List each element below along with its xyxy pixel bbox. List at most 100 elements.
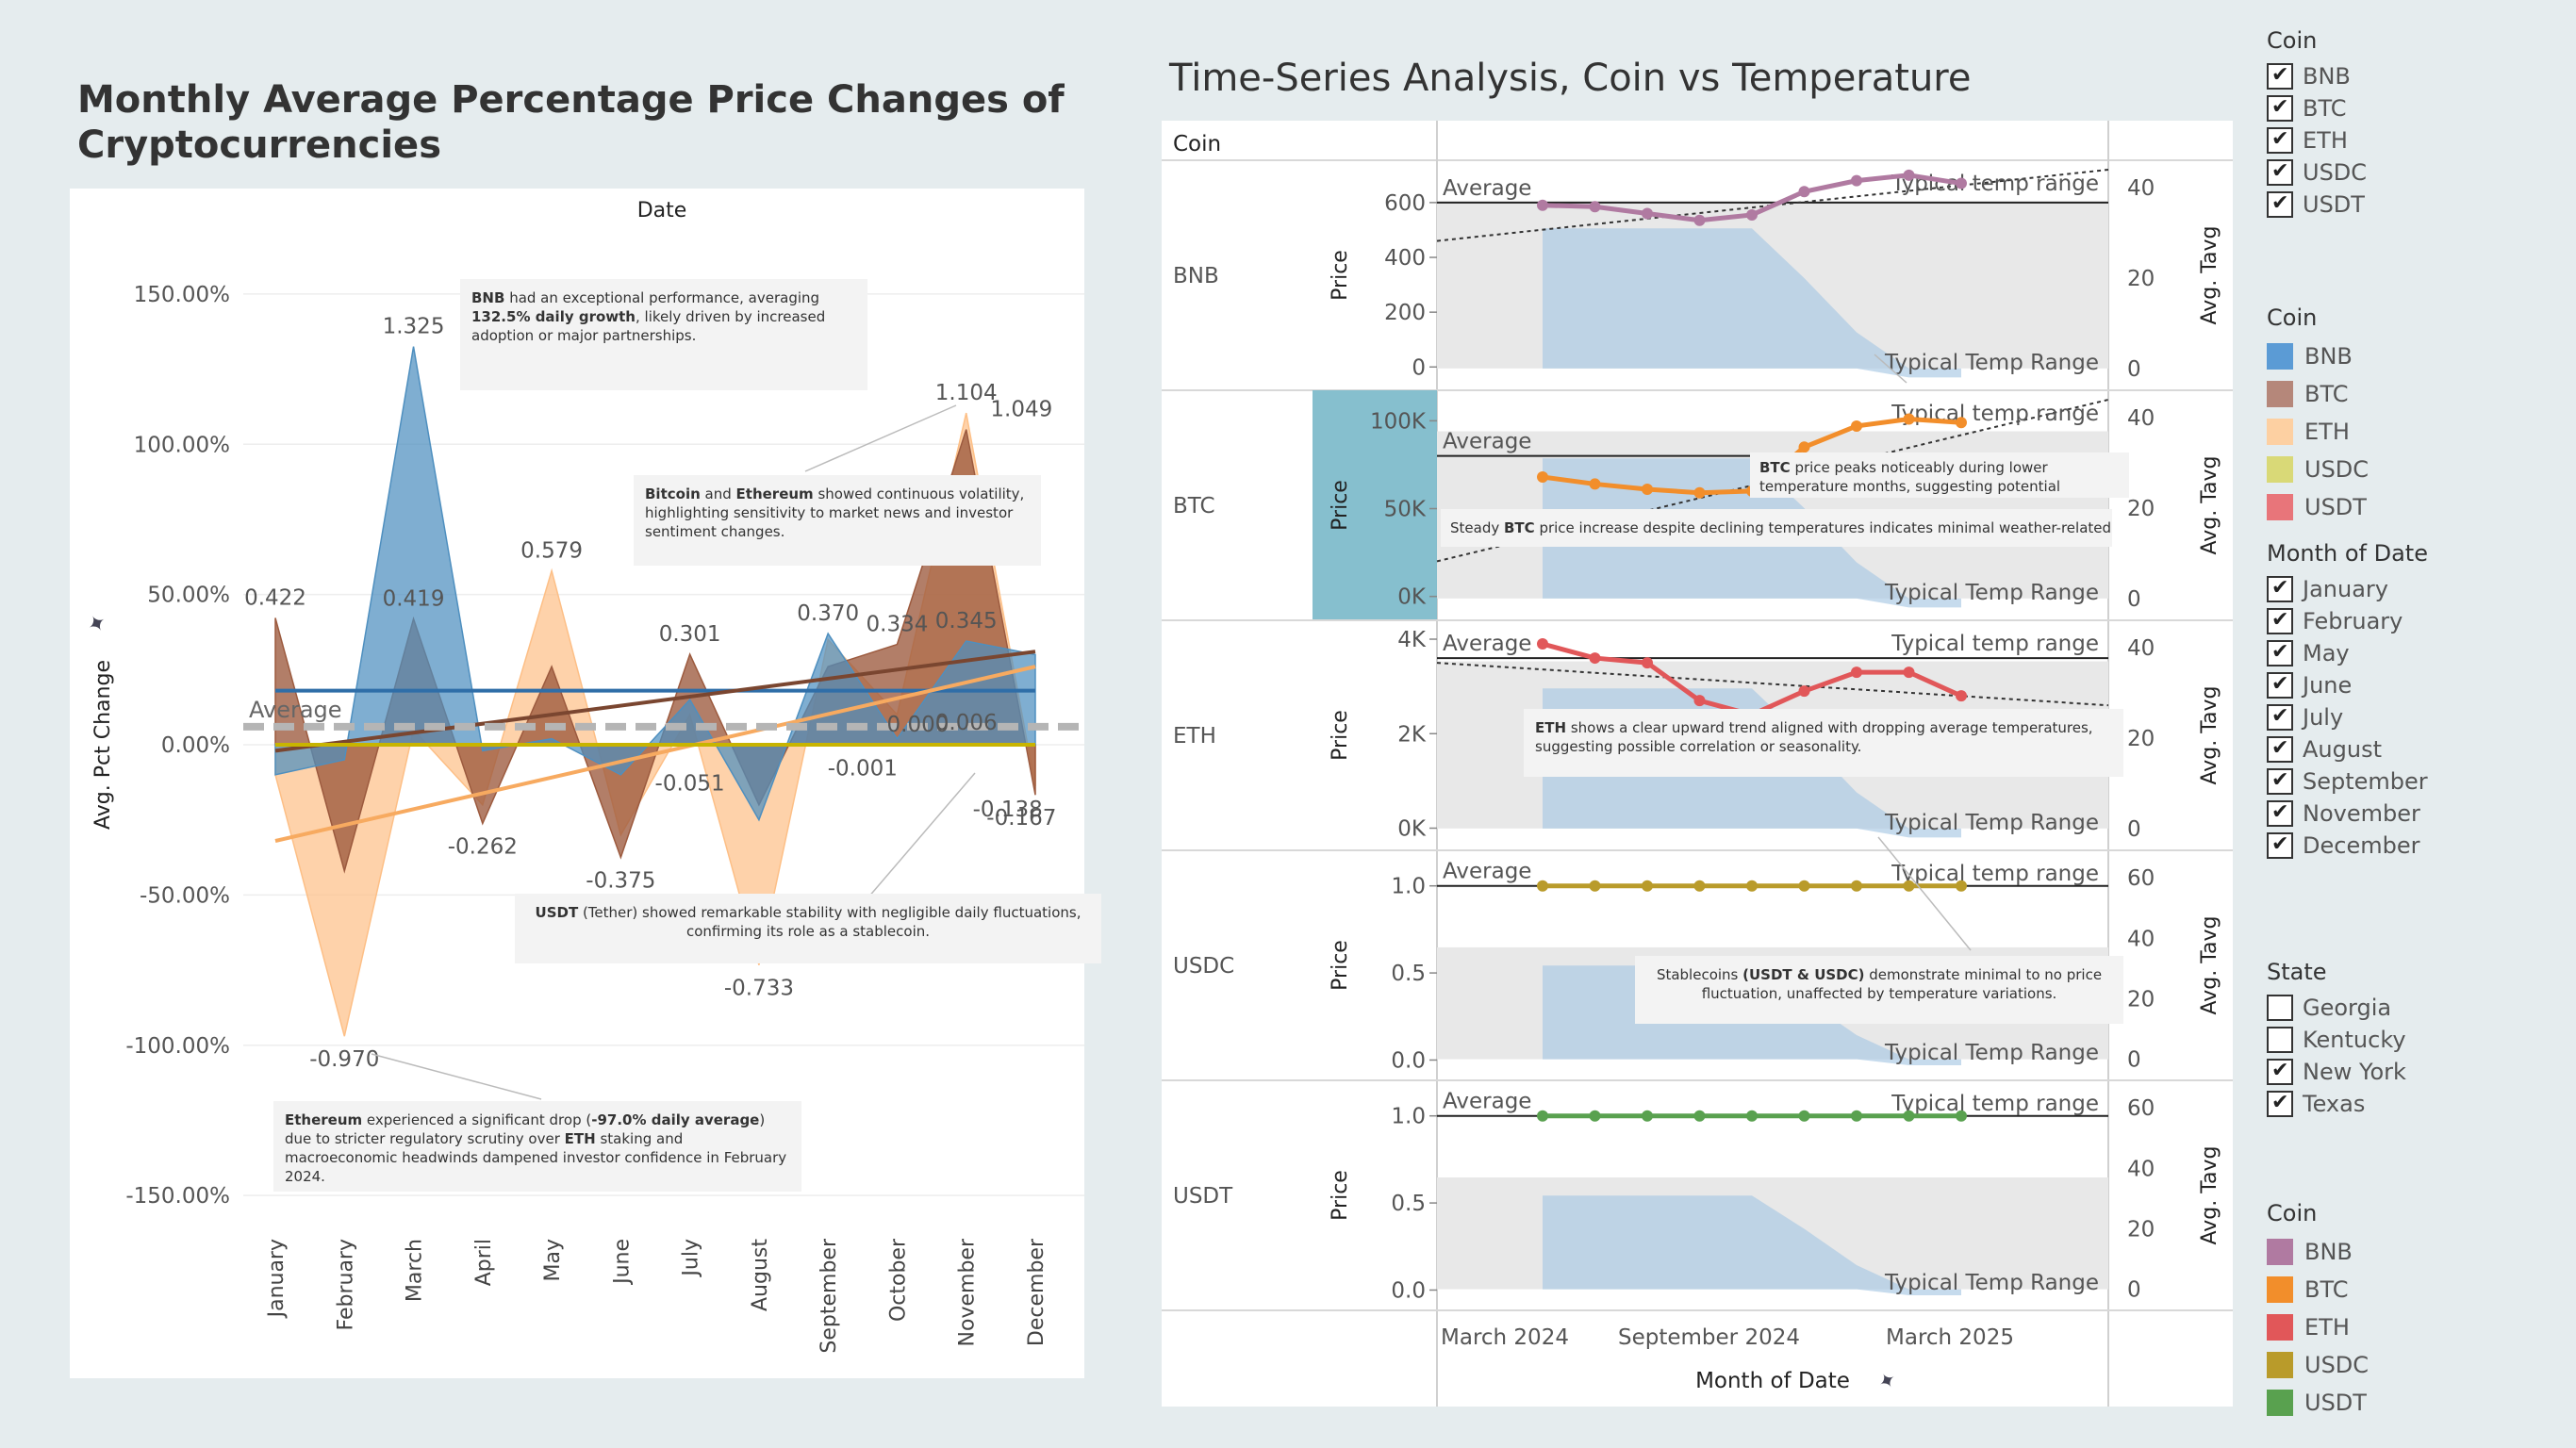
y-tick-label: 0.00% — [161, 733, 230, 758]
legend-label: USDT — [2303, 191, 2365, 218]
y-right-tick-label: 60 — [2127, 866, 2155, 891]
state-filter-item[interactable]: Kentucky — [2267, 1024, 2406, 1056]
coin-color-item[interactable]: BTC — [2267, 1271, 2369, 1308]
state-filter-item[interactable]: New York — [2267, 1056, 2406, 1088]
y-tick-label: 4K — [1397, 628, 1427, 652]
annotation-stable: Stablecoins (USDT & USDC) demonstrate mi… — [1635, 956, 2123, 1024]
y-axis-title: Price — [1329, 710, 1352, 761]
legend-label: December — [2303, 832, 2420, 859]
data-label: 0.301 — [659, 622, 721, 647]
coin-color-item[interactable]: USDT — [2267, 488, 2369, 526]
x-tick-label: September 2024 — [1618, 1325, 1800, 1350]
checkbox[interactable] — [2267, 1059, 2293, 1085]
checkbox[interactable] — [2267, 63, 2293, 90]
price-point — [1537, 470, 1548, 483]
coin-color-item[interactable]: USDC — [2267, 1346, 2369, 1384]
y-tick-label: 1.0 — [1391, 875, 1426, 899]
y-axis-title: Price — [1329, 250, 1352, 301]
x-tick-label: July — [680, 1239, 703, 1278]
coin-filter-item[interactable]: USDT — [2267, 189, 2367, 221]
row-label: USDC — [1173, 954, 1234, 979]
price-point — [1589, 478, 1601, 490]
coin-filter-item[interactable]: BTC — [2267, 92, 2367, 124]
y-tick-label: 100K — [1370, 409, 1427, 434]
price-point — [1851, 666, 1862, 679]
month-filter-item[interactable]: August — [2267, 733, 2428, 765]
checkbox[interactable] — [2267, 672, 2293, 699]
checkbox[interactable] — [2267, 800, 2293, 827]
checkbox[interactable] — [2267, 127, 2293, 154]
y-axis-title: Price — [1329, 480, 1352, 531]
area-bnb — [274, 346, 1036, 822]
checkbox[interactable] — [2267, 159, 2293, 186]
legend-label: BNB — [2304, 1239, 2353, 1265]
timeseries-chart-panel: Coin BNB Price Avg. Tavg Average Typical temp… — [1162, 121, 2233, 1407]
color-swatch — [2267, 1314, 2293, 1341]
month-filter-item[interactable]: June — [2267, 669, 2428, 701]
coin-color-item[interactable]: BTC — [2267, 375, 2369, 413]
month-filter-item[interactable]: July — [2267, 701, 2428, 733]
data-label: 0.345 — [935, 609, 998, 634]
y-tick-label: 400 — [1384, 246, 1426, 271]
annotation-btc-eth: Bitcoin and Ethereum showed continuous v… — [634, 475, 1041, 566]
month-filter-item[interactable]: December — [2267, 830, 2428, 862]
coin-filter-item[interactable]: ETH — [2267, 124, 2367, 156]
coin-color-item[interactable]: USDT — [2267, 1384, 2369, 1422]
y-right-tick-label: 20 — [2127, 267, 2155, 291]
coin-color-item[interactable]: BNB — [2267, 337, 2369, 375]
checkbox[interactable] — [2267, 576, 2293, 602]
trend-label: Typical temp range — [1891, 1092, 2099, 1116]
y-tick-label: 2K — [1397, 722, 1427, 747]
checkbox[interactable] — [2267, 768, 2293, 795]
checkbox[interactable] — [2267, 191, 2293, 218]
coin-filter-legend: Coin BNB BTC ETH USDC USDT — [2267, 26, 2367, 221]
checkbox[interactable] — [2267, 1027, 2293, 1053]
data-label: 0.000 — [887, 713, 949, 737]
month-filter-item[interactable]: January — [2267, 573, 2428, 605]
checkbox[interactable] — [2267, 995, 2293, 1021]
checkbox[interactable] — [2267, 1091, 2293, 1117]
legend-title: State — [2267, 959, 2327, 985]
coin-filter-item[interactable]: BNB — [2267, 60, 2367, 92]
y-right-tick-label: 40 — [2127, 176, 2155, 201]
month-filter-item[interactable]: May — [2267, 637, 2428, 669]
data-label: 0.006 — [935, 711, 998, 735]
y-right-tick-label: 60 — [2127, 1096, 2155, 1121]
coin-color-legend: Coin BNB BTC ETH USDC USDT — [2267, 304, 2369, 526]
coin-color-item[interactable]: USDC — [2267, 451, 2369, 488]
month-filter-item[interactable]: September — [2267, 765, 2428, 798]
color-swatch — [2267, 1352, 2293, 1378]
price-point — [1798, 1110, 1810, 1122]
color-swatch — [2267, 456, 2293, 483]
checkbox[interactable] — [2267, 832, 2293, 859]
coin-color-item[interactable]: ETH — [2267, 1308, 2369, 1346]
x-tick-label: March 2025 — [1886, 1325, 2014, 1350]
band-label: Typical Temp Range — [1884, 1041, 2099, 1065]
x-axis-title: Date — [637, 199, 687, 222]
month-filter-item[interactable]: November — [2267, 798, 2428, 830]
price-point — [1589, 880, 1601, 892]
month-filter-item[interactable]: February — [2267, 605, 2428, 637]
trend-label: Typical temp range — [1891, 862, 2099, 886]
checkbox[interactable] — [2267, 95, 2293, 122]
checkbox[interactable] — [2267, 704, 2293, 731]
average-label: Average — [1443, 176, 1531, 201]
y-right-tick-label: 20 — [2127, 1217, 2155, 1242]
x-tick-label: June — [610, 1239, 634, 1286]
state-filter-item[interactable]: Georgia — [2267, 992, 2406, 1024]
state-filter-item[interactable]: Texas — [2267, 1088, 2406, 1120]
coin-filter-item[interactable]: USDC — [2267, 156, 2367, 189]
pct-change-chart-panel: Date 150.00% 100.00% 50.00% 0.00% -50.00% -100… — [70, 189, 1101, 1378]
price-point — [1798, 186, 1810, 198]
y-right-tick-label: 0 — [2127, 357, 2141, 382]
coin-color-item[interactable]: ETH — [2267, 413, 2369, 451]
checkbox[interactable] — [2267, 608, 2293, 634]
legend-label: January — [2303, 576, 2388, 602]
legend-label: ETH — [2304, 1314, 2350, 1341]
checkbox[interactable] — [2267, 736, 2293, 763]
coin-color-item[interactable]: BNB — [2267, 1233, 2369, 1271]
checkbox[interactable] — [2267, 640, 2293, 666]
y-tick-label: 0.5 — [1391, 1192, 1426, 1216]
data-label: -0.167 — [986, 806, 1056, 831]
x-tick-label: March 2024 — [1441, 1325, 1569, 1350]
